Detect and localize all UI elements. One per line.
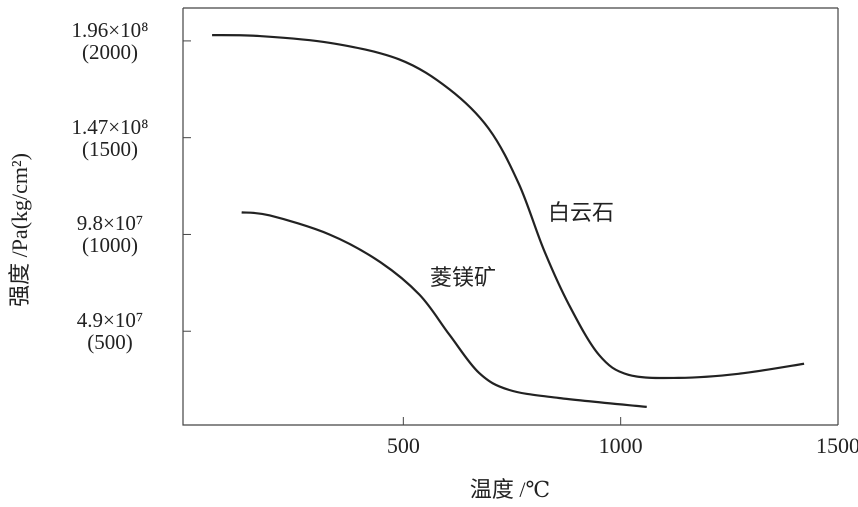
y-tick-label: 4.9×10⁷ (500): [76, 308, 144, 355]
x-axis-label: 温度 /℃: [470, 477, 550, 502]
y-tick-label: 1.96×10⁸ (2000): [71, 17, 149, 64]
series-label: 菱镁矿: [430, 265, 496, 290]
x-tick-label: 500: [387, 433, 420, 458]
line: [241, 211, 647, 408]
y-tick-label: 9.8×10⁷ (1000): [76, 211, 144, 258]
line: [212, 33, 805, 380]
y-tick-label: 1.47×10⁸ (1500): [71, 114, 149, 161]
x-tick-label: 1500: [816, 433, 858, 458]
x-tick-label: 1000: [599, 433, 643, 458]
y-axis-label: 强度 /Pa(kg/cm²): [7, 153, 32, 307]
axes: [182, 8, 838, 426]
series-label: 白云石: [548, 200, 614, 225]
